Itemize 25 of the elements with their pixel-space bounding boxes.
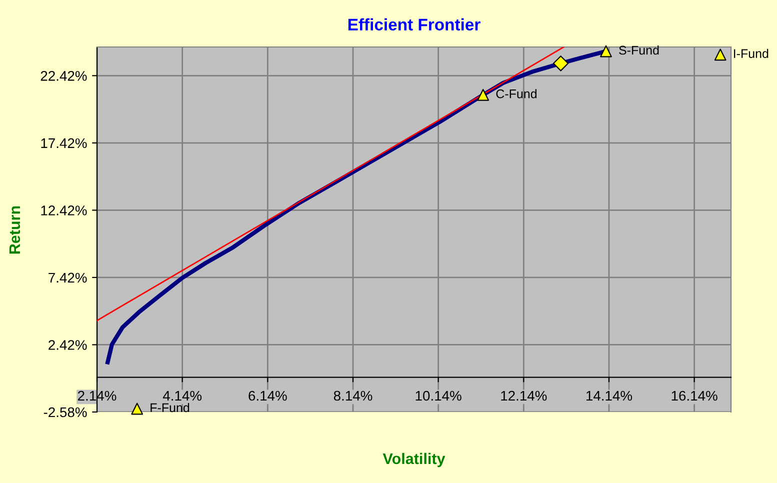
series-label: S-Fund [619,45,659,55]
point [477,88,490,101]
y-axis-title: Return [9,206,20,254]
x-axis-title: Volatility [382,452,446,468]
x-tick-label: 6.14% [248,390,287,401]
series-label: I-Fund [734,48,768,58]
y-tick-label: 2.42% [48,340,87,350]
series-label: F-Fund [150,402,190,412]
x-tick-label: 8.14% [334,390,372,401]
point [714,48,726,61]
y-tick-label: 22.42% [40,70,87,81]
x-tick-label: 16.14% [672,390,718,401]
y-tick-label: -2.58% [44,407,87,418]
y-tick-label: 12.42% [41,206,87,216]
x-tick-label: 12.14% [501,390,547,401]
chart-title: Efficient Frontier [348,18,480,30]
point [552,56,569,72]
x-tick-label: 10.14% [416,390,462,401]
y-tick-label: 7.42% [48,272,87,283]
series-label: C-Fund [496,89,536,98]
x-tick-label: 4.14% [162,390,202,401]
point [600,45,612,58]
x-tick-label: 14.14% [586,390,632,401]
point [131,402,144,415]
y-tick-label: 17.42% [41,138,87,148]
